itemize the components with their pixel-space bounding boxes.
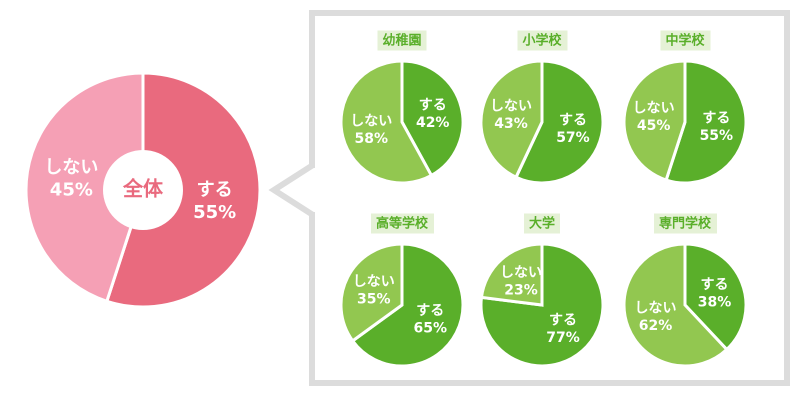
title-bg: [370, 213, 434, 234]
value-label: 65%: [414, 321, 448, 337]
slice-label: する: [197, 180, 233, 201]
title-bg: [653, 213, 717, 234]
value-label: 35%: [357, 292, 391, 308]
title-bg: [377, 30, 427, 51]
title-bg: [517, 30, 568, 51]
value-label: 58%: [355, 131, 389, 147]
value-label: 62%: [639, 318, 673, 334]
slice-label: しない: [635, 300, 677, 316]
chart-title: 小学校: [522, 33, 562, 49]
slice-label: しない: [353, 274, 395, 290]
value-label: 23%: [504, 282, 538, 298]
slice: [24, 71, 145, 304]
value-label: 77%: [546, 330, 580, 346]
title-bg: [523, 213, 561, 234]
slice: [479, 59, 544, 180]
slice-label: する: [700, 277, 728, 293]
slice-label: する: [419, 98, 447, 114]
chart-title: 専門学校: [659, 216, 712, 232]
slice: [339, 59, 434, 185]
value-label: 42%: [416, 115, 450, 131]
value-label: 43%: [494, 116, 528, 132]
slice-label: する: [559, 113, 587, 129]
slice: [514, 59, 605, 185]
slice-label: しない: [350, 113, 392, 129]
slice: [622, 242, 729, 368]
slice-label: しない: [44, 157, 98, 178]
title-bg: [660, 30, 711, 51]
value-label: 57%: [556, 130, 590, 146]
value-label: 45%: [50, 179, 93, 200]
slice: [104, 71, 262, 309]
chart-title: 全体: [122, 177, 164, 201]
callout: [268, 162, 315, 218]
slice-label: する: [416, 303, 444, 319]
value-label: 55%: [193, 202, 236, 223]
chart-title: 大学: [529, 216, 555, 232]
value-label: 38%: [698, 294, 732, 310]
slice: [622, 59, 687, 182]
value-label: 45%: [637, 118, 671, 134]
donut-hole: [103, 150, 183, 230]
slice: [479, 242, 544, 307]
slice-label: する: [549, 312, 577, 328]
slice: [350, 242, 465, 368]
slice: [683, 242, 748, 352]
chart-title: 高等学校: [376, 216, 429, 232]
slice-label: する: [702, 111, 730, 127]
slice-label: しない: [633, 101, 675, 117]
slice-label: しない: [500, 265, 542, 281]
chart-title: 幼稚園: [382, 33, 421, 49]
slice: [339, 242, 404, 343]
value-label: 55%: [700, 128, 734, 144]
chart-title: 中学校: [665, 33, 705, 49]
slice-label: しない: [490, 99, 532, 115]
